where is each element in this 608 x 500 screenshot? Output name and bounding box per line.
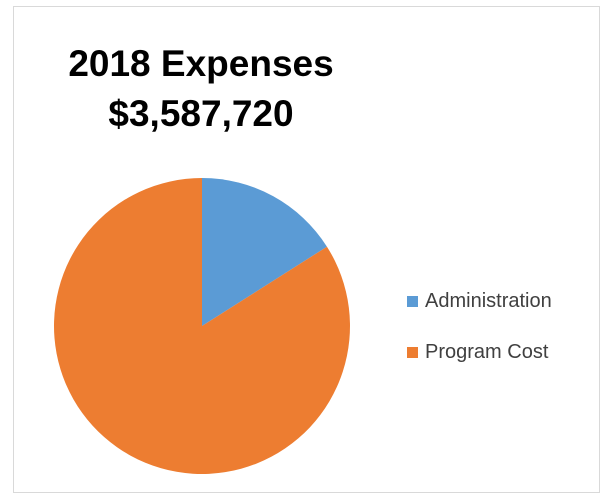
legend: Administration Program Cost bbox=[407, 288, 552, 390]
chart-area: 2018 Expenses $3,587,720 Administration … bbox=[13, 6, 600, 493]
legend-label-administration: Administration bbox=[425, 289, 552, 312]
legend-label-program-cost: Program Cost bbox=[425, 340, 549, 363]
pie-slice-program-cost bbox=[53, 178, 350, 475]
chart-title: 2018 Expenses $3,587,720 bbox=[14, 39, 388, 139]
chart-title-line: 2018 Expenses bbox=[68, 43, 334, 84]
legend-swatch-administration bbox=[407, 295, 418, 307]
pie-slice-administration bbox=[202, 178, 327, 326]
legend-item-program-cost: Program Cost bbox=[407, 339, 552, 365]
legend-item-administration: Administration bbox=[407, 288, 552, 314]
legend-swatch-program-cost bbox=[407, 346, 418, 358]
chart-subtitle: $3,587,720 bbox=[108, 93, 294, 134]
pie-chart bbox=[53, 178, 350, 475]
